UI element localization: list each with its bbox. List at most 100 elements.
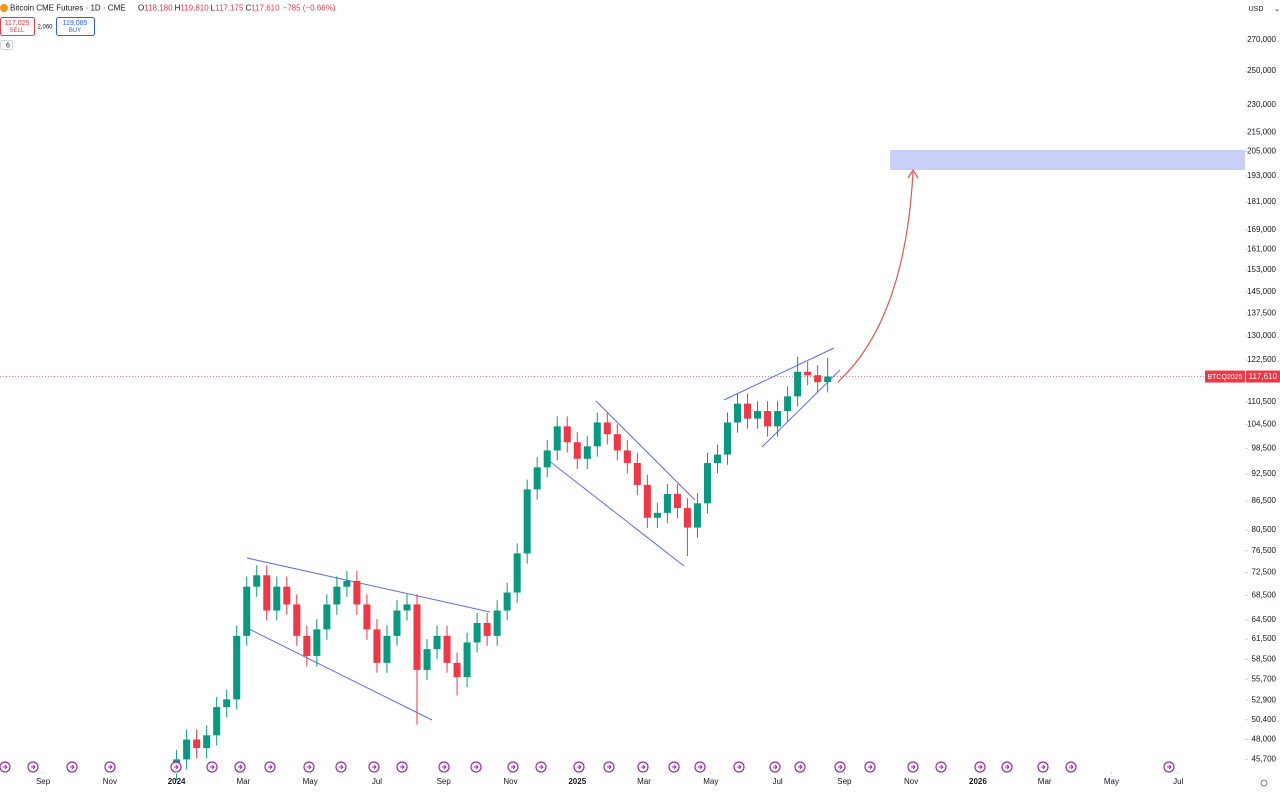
candle-body	[233, 635, 241, 700]
event-marker-icon	[607, 764, 612, 770]
candle-body	[784, 396, 792, 412]
trendline	[761, 369, 841, 448]
target-zone	[890, 150, 1245, 170]
y-tick-label: 64,500	[1252, 615, 1277, 624]
y-tick-label: 181,000	[1247, 197, 1276, 206]
price-axis	[1245, 0, 1280, 788]
candle-body	[293, 604, 301, 636]
trendline	[246, 557, 491, 613]
candle-body	[653, 512, 661, 518]
candle-body	[683, 508, 691, 528]
y-tick-label: 45,700	[1252, 755, 1277, 764]
event-marker-icon	[210, 764, 215, 770]
y-tick-label: 76,500	[1252, 546, 1277, 555]
sell-button[interactable]	[0, 17, 35, 36]
y-tick-label: 110,500	[1248, 397, 1277, 406]
candle-body	[403, 604, 411, 611]
x-tick-label: 2025	[568, 777, 586, 786]
x-tick-label: Sep	[837, 777, 852, 786]
currency-caret[interactable]: ⌄	[1274, 6, 1280, 13]
event-marker-icon	[400, 764, 405, 770]
y-tick-label: 130,000	[1247, 331, 1276, 340]
event-marker-icon	[1005, 764, 1010, 770]
candle-body	[323, 604, 331, 630]
event-marker-icon	[773, 764, 778, 770]
y-tick-label: 205,000	[1247, 147, 1276, 156]
x-tick-label: Nov	[503, 777, 517, 786]
symbol-icon	[0, 4, 8, 12]
candle-body	[824, 376, 832, 383]
candle-body	[663, 494, 671, 513]
event-marker-icon	[339, 764, 344, 770]
event-marker-icon	[939, 764, 944, 770]
y-tick-label: 98,500	[1252, 443, 1277, 452]
candle-body	[553, 426, 561, 451]
y-tick-label: 122,500	[1247, 355, 1276, 364]
x-tick-label: Mar	[637, 777, 651, 786]
buy-button[interactable]	[56, 17, 95, 36]
candle-body	[273, 586, 281, 611]
candle-body	[413, 604, 421, 670]
candle-body	[804, 371, 812, 376]
x-tick-label: Jul	[772, 777, 782, 786]
candle-body	[563, 426, 571, 443]
arrow-head	[907, 168, 919, 179]
event-marker-icon	[539, 764, 544, 770]
event-marker-icon	[698, 764, 703, 770]
x-tick-label: Jul	[372, 777, 382, 786]
candle-body	[623, 450, 631, 464]
x-tick-label: Mar	[1038, 777, 1052, 786]
candle-body	[473, 622, 481, 643]
symbol-tag: BTCQ2025	[1207, 374, 1242, 381]
candle-body	[313, 629, 321, 656]
ohlc-key: O	[138, 4, 144, 13]
projection-arrow	[837, 171, 914, 383]
x-tick-label: May	[303, 777, 318, 786]
ohlc-change: −785 (−0.66%)	[283, 4, 336, 13]
symbol-tag-bg	[1205, 370, 1245, 383]
y-tick-label: 193,000	[1247, 171, 1276, 180]
y-tick-label: 86,500	[1252, 496, 1277, 505]
candle-body	[633, 463, 641, 485]
last-price-tag: 117,610	[1249, 372, 1278, 381]
y-tick-label: 52,900	[1252, 695, 1277, 704]
event-marker-icon	[737, 764, 742, 770]
candle-body	[603, 422, 611, 435]
spread: 2,060	[37, 25, 53, 31]
y-tick-label: 72,500	[1252, 568, 1277, 577]
event-marker-icon	[108, 764, 113, 770]
ohlc-value: 117,610	[251, 4, 280, 13]
event-marker-icon	[474, 764, 479, 770]
annotations	[244, 150, 1245, 721]
sell-price: 117,025	[5, 20, 30, 27]
candle-body	[483, 622, 491, 636]
event-marker-icon	[372, 764, 377, 770]
candle-body	[193, 739, 201, 749]
candle-body	[533, 467, 541, 490]
candle-body	[734, 403, 742, 423]
candle-body	[393, 610, 401, 636]
y-tick-label: 161,000	[1247, 244, 1276, 253]
x-tick-label: Nov	[103, 777, 117, 786]
ohlc-value: 118,180	[144, 4, 173, 13]
buy-price: 119,085	[63, 20, 88, 27]
indicators-toggle[interactable]	[0, 40, 13, 50]
candle-body	[814, 375, 822, 383]
y-tick-label: 137,500	[1247, 308, 1276, 317]
candle-body	[723, 422, 732, 455]
currency[interactable]: USD	[1249, 6, 1264, 13]
candle-body	[433, 635, 441, 650]
candle-body	[353, 580, 361, 605]
candle-body	[463, 642, 471, 678]
axes: 270,000 250,000 230,000 215,000 205,000 193,0…	[36, 35, 1280, 786]
candle-body	[493, 610, 501, 636]
event-marker-icon	[868, 764, 873, 770]
candle-body	[713, 454, 721, 464]
buy-label: BUY	[69, 28, 81, 34]
event-marker-icon	[31, 764, 36, 770]
x-tick-label: Sep	[36, 777, 51, 786]
ohlc-key: L	[211, 4, 216, 13]
settings-icon[interactable]	[1260, 779, 1268, 787]
candle-body	[754, 411, 762, 419]
